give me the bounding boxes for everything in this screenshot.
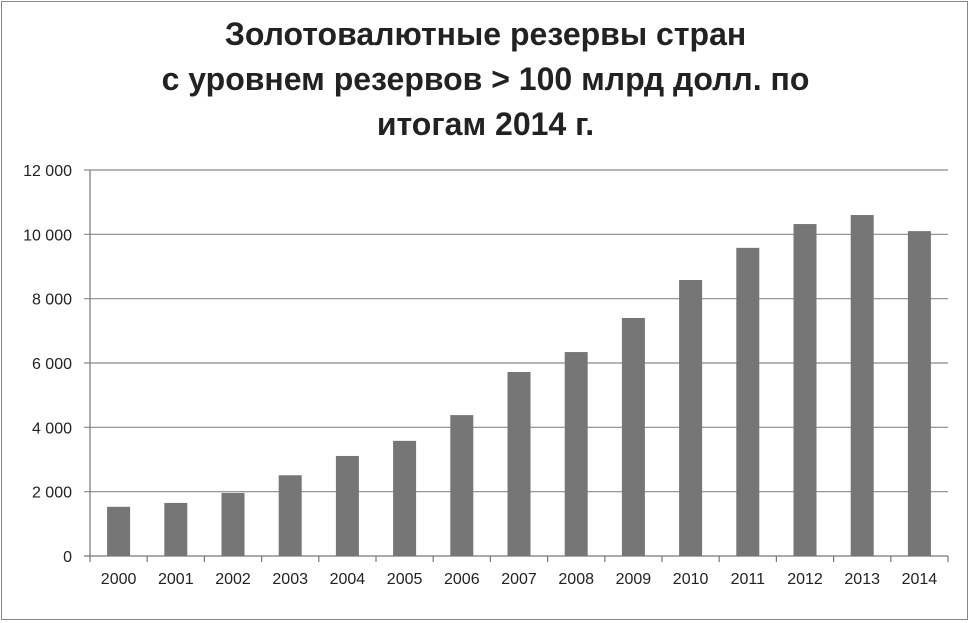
bar-2005 <box>393 440 417 556</box>
x-tick-label: 2007 <box>501 571 537 588</box>
y-tick-label: 2 000 <box>32 485 72 502</box>
y-tick-label: 0 <box>63 549 72 566</box>
x-tick-label: 2001 <box>158 571 194 588</box>
bar-2011 <box>736 247 760 557</box>
bar-2007 <box>507 372 531 556</box>
x-tick-label: 2013 <box>844 571 880 588</box>
y-tick-label: 12 000 <box>23 163 72 180</box>
bar-2008 <box>564 352 588 556</box>
bar-2003 <box>278 475 302 556</box>
x-tick-label: 2003 <box>272 571 308 588</box>
bar-2000 <box>107 506 131 556</box>
y-tick-label: 8 000 <box>32 292 72 309</box>
x-tick-label: 2006 <box>444 571 480 588</box>
title-line-2: с уровнем резервов > 100 млрд долл. по <box>161 61 810 97</box>
x-tick-label: 2002 <box>215 571 251 588</box>
bar-2002 <box>221 492 245 556</box>
y-tick-label: 10 000 <box>23 227 72 244</box>
bar-2014 <box>907 231 931 556</box>
y-tick-label: 4 000 <box>32 420 72 437</box>
x-tick-label: 2004 <box>330 571 366 588</box>
bar-2012 <box>793 224 817 557</box>
x-tick-label: 2011 <box>731 571 766 588</box>
bar-2013 <box>850 215 874 557</box>
bar-2001 <box>164 502 188 556</box>
bar-2006 <box>450 415 474 556</box>
chart-title: Золотовалютные резервы стран с уровнем р… <box>0 12 971 147</box>
x-tick-label: 2014 <box>902 571 938 588</box>
x-tick-label: 2005 <box>387 571 423 588</box>
bar-2010 <box>679 280 703 556</box>
bar-2009 <box>621 317 645 556</box>
x-tick-label: 2012 <box>787 571 823 588</box>
title-line-1: Золотовалютные резервы стран <box>224 16 747 52</box>
x-tick-label: 2008 <box>558 571 594 588</box>
x-tick-label: 2009 <box>616 571 652 588</box>
title-line-3: итогам 2014 г. <box>376 106 595 142</box>
y-tick-label: 6 000 <box>32 356 72 373</box>
x-tick-label: 2010 <box>673 571 709 588</box>
bar-2004 <box>335 455 359 556</box>
x-tick-label: 2000 <box>101 571 137 588</box>
